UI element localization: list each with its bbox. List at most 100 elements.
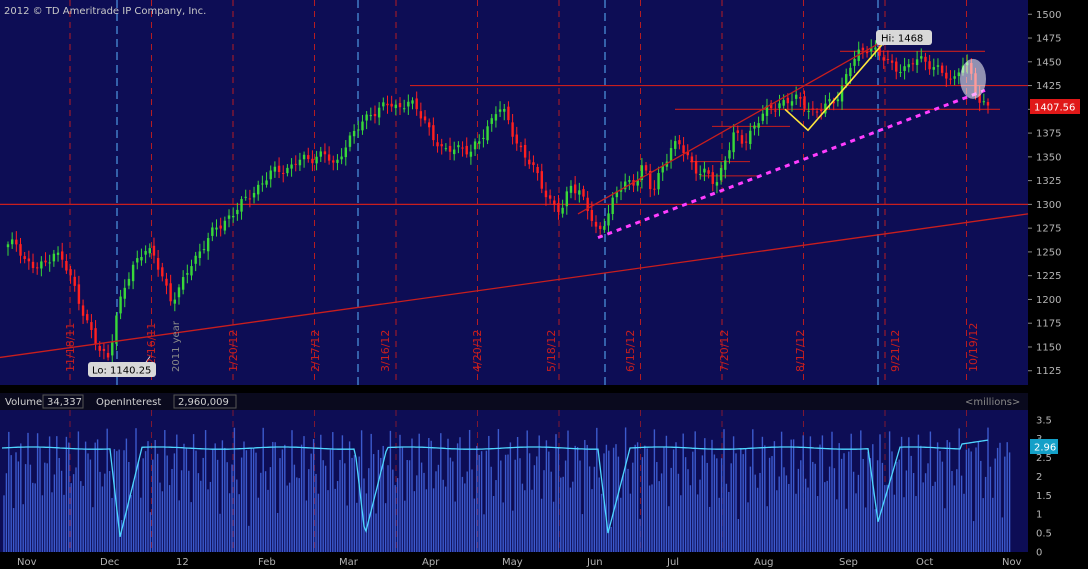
candle-body bbox=[899, 72, 902, 74]
candle-body bbox=[494, 114, 498, 121]
candle-body bbox=[19, 244, 22, 256]
candle-body bbox=[252, 192, 256, 198]
candle-body bbox=[290, 164, 293, 169]
open-interest-line bbox=[1, 439, 989, 538]
candle-body bbox=[248, 198, 252, 200]
candle-body bbox=[373, 113, 377, 117]
candle-body bbox=[682, 145, 685, 154]
candle-body bbox=[819, 109, 823, 112]
high-callout-box bbox=[876, 30, 932, 45]
highlight-circle bbox=[960, 58, 986, 99]
candle-body bbox=[644, 165, 648, 171]
price-tick-label: 1450 bbox=[1036, 57, 1061, 68]
candle-body bbox=[336, 159, 339, 163]
candle-body bbox=[219, 225, 222, 229]
volume-tick-label: 2 bbox=[1036, 472, 1042, 483]
candle-body bbox=[507, 106, 510, 121]
candle-body bbox=[565, 191, 569, 207]
candle-body bbox=[503, 108, 506, 112]
volume-tick-label: 0.5 bbox=[1036, 529, 1052, 540]
candle-body bbox=[853, 59, 856, 66]
candle-body bbox=[427, 122, 431, 128]
volume-bars bbox=[3, 427, 1011, 552]
time-axis-label: Nov bbox=[17, 557, 37, 568]
price-tick-label: 1125 bbox=[1036, 366, 1061, 377]
candle-body bbox=[386, 103, 389, 106]
candle-body bbox=[957, 72, 961, 77]
candle-body bbox=[699, 173, 702, 175]
candle-body bbox=[832, 101, 835, 104]
candle-body bbox=[473, 141, 477, 150]
price-tick-label: 1300 bbox=[1036, 200, 1061, 211]
candle-body bbox=[544, 190, 548, 198]
high-callout: Hi: 1468 bbox=[876, 30, 932, 45]
candle-body bbox=[623, 181, 627, 190]
rotated-date-label: 1/20/12 bbox=[227, 330, 240, 372]
time-axis-label: Jul bbox=[666, 557, 679, 568]
candle-body bbox=[453, 149, 456, 155]
candle-body bbox=[407, 101, 410, 107]
price-tick-label: 1150 bbox=[1036, 342, 1061, 353]
candle-body bbox=[398, 103, 402, 108]
candle-body bbox=[348, 135, 352, 147]
candle-body bbox=[190, 266, 193, 276]
candle-body bbox=[607, 213, 610, 226]
candle-body bbox=[482, 137, 485, 139]
candle-body bbox=[486, 126, 489, 141]
candle-body bbox=[878, 45, 881, 56]
candle-body bbox=[90, 322, 93, 330]
candle-body bbox=[703, 168, 706, 173]
candle-body bbox=[65, 261, 68, 271]
candle-body bbox=[244, 196, 247, 198]
last-price-badge-text: 1407.56 bbox=[1034, 103, 1075, 114]
rotated-date-label: 12/16/11 bbox=[145, 323, 158, 372]
open-interest-badge-box bbox=[1030, 439, 1058, 454]
year-label: 2011 year bbox=[171, 320, 182, 372]
candle-body bbox=[661, 166, 664, 173]
candle-body bbox=[161, 267, 164, 277]
candle-body bbox=[794, 94, 798, 99]
candle-body bbox=[945, 72, 948, 79]
candle-body bbox=[940, 65, 944, 73]
open-interest-path bbox=[1, 439, 989, 538]
candle-body bbox=[715, 182, 719, 186]
time-axis-label: Nov bbox=[1002, 557, 1022, 568]
candle-body bbox=[415, 98, 418, 110]
candle-body bbox=[440, 144, 443, 147]
candle-body bbox=[686, 151, 689, 156]
candle-body bbox=[598, 225, 602, 230]
volume-value: 34,337 bbox=[47, 397, 82, 408]
candle-body bbox=[840, 86, 844, 102]
candle-body bbox=[628, 180, 631, 182]
candle-body bbox=[106, 352, 110, 358]
candle-body bbox=[327, 154, 331, 161]
candle-body bbox=[156, 257, 160, 270]
price-tick-label: 1375 bbox=[1036, 129, 1061, 140]
time-axis-label: 12 bbox=[176, 557, 189, 568]
candle-body bbox=[790, 101, 794, 106]
candle-body bbox=[419, 111, 423, 119]
price-tick-label: 1475 bbox=[1036, 34, 1061, 45]
candle-body bbox=[594, 221, 598, 227]
candle-body bbox=[148, 248, 151, 254]
rotated-date-label: 9/21/12 bbox=[889, 330, 902, 372]
candle-body bbox=[152, 245, 156, 256]
low-callout-box bbox=[88, 362, 156, 377]
candle-body bbox=[874, 47, 877, 50]
time-axis-label: Apr bbox=[422, 557, 440, 568]
candle-body bbox=[365, 114, 368, 121]
open-interest-value: 2,960,009 bbox=[178, 397, 229, 408]
candle-body bbox=[903, 66, 906, 71]
plot-background bbox=[0, 0, 1028, 385]
candle-body bbox=[669, 148, 673, 161]
candle-body bbox=[369, 115, 373, 117]
candle-body bbox=[845, 74, 848, 84]
rotated-date-label: 6/15/12 bbox=[624, 330, 637, 372]
candle-body bbox=[753, 125, 756, 129]
candle-body bbox=[127, 278, 131, 286]
candle-body bbox=[540, 171, 543, 189]
candle-body bbox=[211, 227, 214, 236]
candle-body bbox=[953, 76, 956, 79]
candle-body bbox=[769, 103, 773, 109]
candle-body bbox=[870, 47, 873, 52]
